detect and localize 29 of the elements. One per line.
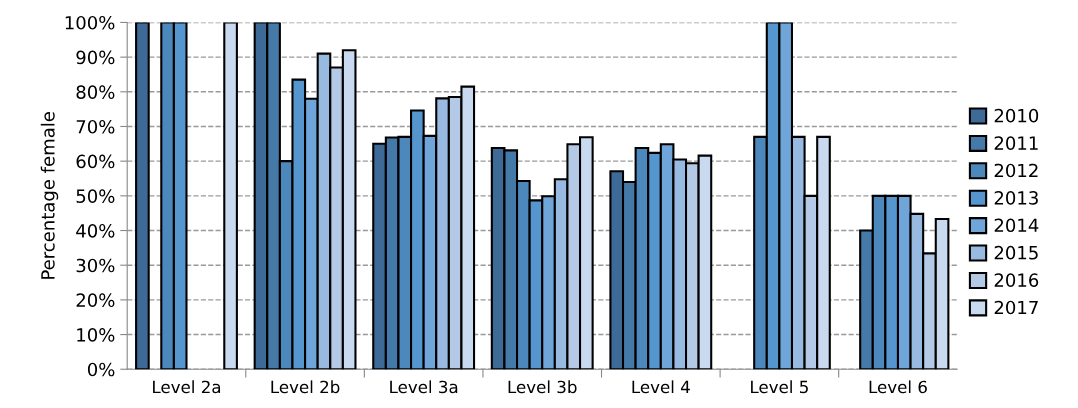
x-tick-label: Level 5: [751, 380, 808, 394]
y-tick-label: 10%: [77, 328, 115, 342]
legend-label: 2013: [994, 191, 1038, 205]
y-tick-label: 90%: [76, 50, 115, 65]
legend-label: 2010: [994, 108, 1039, 123]
y-tick-label: 0%: [87, 362, 115, 377]
y-axis-title: Percentage female: [40, 112, 59, 279]
y-tick-label: 20%: [76, 293, 115, 307]
y-tick-label: 70%: [76, 119, 115, 134]
y-tick-label: 50%: [76, 189, 115, 203]
legend-label: 2014: [994, 218, 1039, 233]
y-tick-label: 100%: [65, 15, 115, 30]
x-tick-label: Level 3a: [390, 380, 458, 394]
bar: [223, 22, 238, 370]
legend-label: 2011: [994, 136, 1038, 150]
y-tick-label: 60%: [76, 154, 115, 169]
x-tick-label: Level 6: [869, 380, 927, 394]
bar: [135, 22, 150, 370]
y-tick-label: 40%: [76, 223, 115, 238]
x-tick-label: Level 2b: [271, 380, 340, 394]
legend-label: 2015: [994, 245, 1038, 260]
x-tick-label: Level 4: [632, 380, 690, 394]
x-tick-label: Level 3b: [508, 380, 577, 394]
y-tick-label: 30%: [76, 258, 115, 273]
y-tick-label: 80%: [76, 85, 115, 99]
x-tick-label: Level 2a: [153, 380, 221, 394]
legend-label: 2017: [994, 300, 1038, 315]
legend-label: 2012: [994, 163, 1038, 178]
legend-label: 2016: [994, 273, 1039, 287]
